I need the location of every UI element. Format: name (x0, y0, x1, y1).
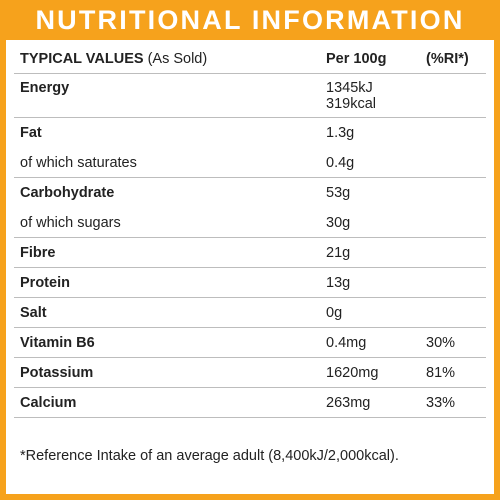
nutrient-value: 0.4mg (326, 334, 367, 351)
reference-intake-footnote: *Reference Intake of an average adult (8… (20, 448, 399, 464)
table-row-vitamin-b6: Vitamin B6 0.4mg 30% (14, 328, 486, 358)
nutrient-ri: 81% (426, 364, 456, 381)
as-sold-label: (As Sold) (143, 50, 208, 67)
nutrient-value: 21g (326, 244, 351, 261)
nutrient-name: Potassium (20, 364, 94, 381)
table-row-saturates: of which saturates 0.4g (14, 148, 486, 178)
typical-values-label: TYPICAL VALUES (20, 50, 144, 67)
nutrient-ri: 33% (426, 394, 456, 411)
nutrient-value: 1620mg (326, 364, 379, 381)
nutrient-name: Salt (20, 304, 47, 321)
table-row-calcium: Calcium 263mg 33% (14, 388, 486, 418)
per-100g-header: Per 100g (326, 50, 387, 67)
nutrient-name: of which saturates (20, 154, 137, 171)
table-row-protein: Protein 13g (14, 268, 486, 298)
table-row-salt: Salt 0g (14, 298, 486, 328)
energy-kj-value: 1345kJ (326, 80, 373, 96)
nutrition-table: TYPICAL VALUES (As Sold) Per 100g (%RI*)… (6, 40, 494, 494)
table-row-fat: Fat 1.3g (14, 118, 486, 148)
table-row-sugars: of which sugars 30g (14, 208, 486, 238)
table-header-row: TYPICAL VALUES (As Sold) Per 100g (%RI*) (14, 44, 486, 74)
nutrient-name: Fibre (20, 244, 56, 261)
energy-kcal-value: 319kcal (326, 96, 376, 112)
nutrient-value: 53g (326, 185, 351, 201)
panel-title: NUTRITIONAL INFORMATION (35, 4, 465, 35)
nutrient-name: Energy (20, 80, 70, 96)
nutrient-value: 1.3g (326, 125, 355, 141)
nutrient-name: Vitamin B6 (20, 334, 95, 351)
table-row-carbohydrate: Carbohydrate 53g (14, 178, 486, 208)
table-row-potassium: Potassium 1620mg 81% (14, 358, 486, 388)
table-row-fibre: Fibre 21g (14, 238, 486, 268)
nutrient-name: Fat (20, 125, 42, 141)
nutrient-value: 30g (326, 214, 351, 231)
nutrient-name: Protein (20, 274, 70, 291)
nutrient-value: 13g (326, 274, 351, 291)
nutrient-value: 0.4g (326, 154, 355, 171)
table-row-energy: Energy 1345kJ 319kcal (14, 74, 486, 118)
nutrient-name: Calcium (20, 394, 77, 411)
nutrient-value: 1345kJ 319kcal (326, 80, 426, 112)
nutrient-value: 263mg (326, 394, 371, 411)
typical-values-header: TYPICAL VALUES (As Sold) (14, 51, 326, 67)
ri-header: (%RI*) (426, 50, 469, 67)
nutrient-ri: 30% (426, 334, 456, 351)
nutrient-name: of which sugars (20, 214, 121, 231)
nutrient-value: 0g (326, 304, 343, 321)
nutrient-name: Carbohydrate (20, 185, 115, 201)
